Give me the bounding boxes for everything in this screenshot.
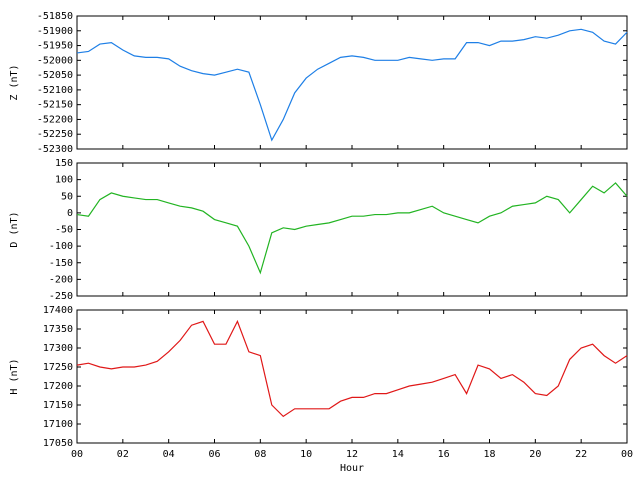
y-tick-label: 17250 [43,362,73,373]
x-tick-label: 18 [483,449,495,460]
data-line [76,182,628,275]
y-tick-label: 17150 [43,400,73,411]
y-tick-label: -52150 [37,100,73,111]
y-tick-label: 100 [55,175,73,186]
y-tick-label: -51950 [37,41,73,52]
x-tick-label: 00 [621,449,633,460]
y-tick-label: -150 [49,258,73,269]
y-axis-label: Z (nT) [9,64,20,100]
y-tick-label: -52300 [37,144,73,155]
x-tick-label: 04 [163,449,175,460]
y-tick-label: 17050 [43,438,73,449]
y-tick-label: 150 [55,158,73,169]
x-axis-label: Hour [340,463,364,474]
x-tick-label: 08 [254,449,266,460]
y-tick-label: -51850 [37,11,73,22]
y-tick-label: -52200 [37,114,73,125]
y-tick-label: -52050 [37,70,73,81]
plot-frame [76,15,628,150]
y-tick-label: 17100 [43,419,73,430]
x-tick-label: 14 [392,449,404,460]
x-tick-label: 22 [575,449,587,460]
x-tick-label: 12 [346,449,358,460]
y-tick-label: 0 [67,208,73,219]
y-tick-label: 17200 [43,381,73,392]
y-axis-label: H (nT) [9,358,20,394]
y-axis-label: D (nT) [9,211,20,247]
y-tick-label: -52250 [37,129,73,140]
data-line [76,319,628,418]
data-line [76,28,628,142]
plot-frame [76,162,628,297]
y-tick-label: 17350 [43,324,73,335]
y-tick-label: -52100 [37,85,73,96]
x-tick-label: 06 [208,449,220,460]
y-tick-label: -200 [49,274,73,285]
y-tick-label: -50 [55,225,73,236]
y-tick-label: 17300 [43,343,73,354]
x-tick-label: 20 [529,449,541,460]
y-tick-label: -250 [49,291,73,302]
y-tick-label: -52000 [37,55,73,66]
plot-frame [76,309,628,444]
x-tick-label: 10 [300,449,312,460]
y-tick-label: -100 [49,241,73,252]
y-tick-label: -51900 [37,26,73,37]
y-tick-label: 50 [61,191,73,202]
y-tick-label: 17400 [43,305,73,316]
x-tick-label: 00 [71,449,83,460]
x-tick-label: 16 [438,449,450,460]
x-tick-label: 02 [117,449,129,460]
